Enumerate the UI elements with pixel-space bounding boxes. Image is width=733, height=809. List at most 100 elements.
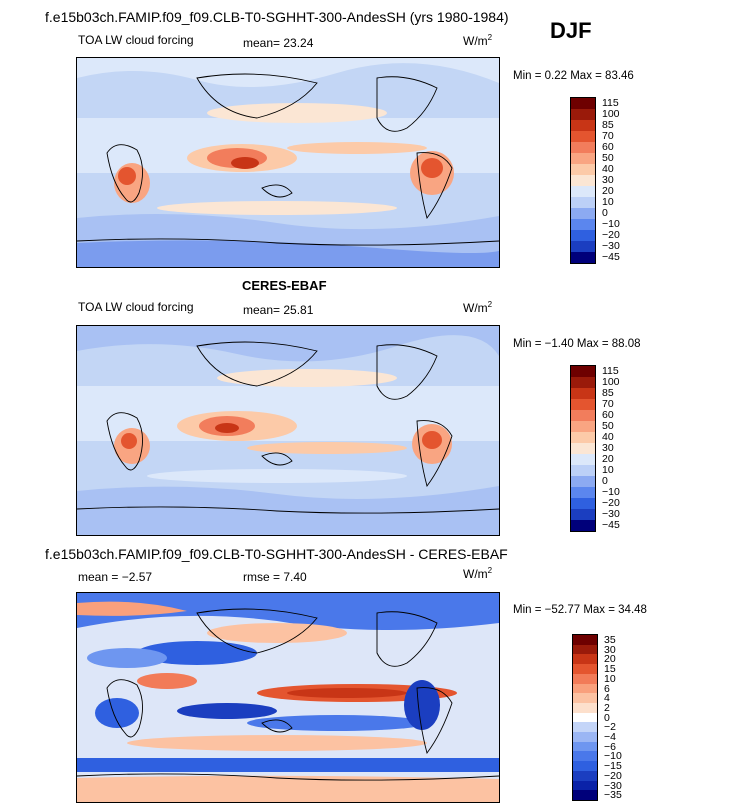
colorbar-swatch	[571, 164, 595, 175]
spcz-band	[247, 442, 407, 454]
colorbar-tick-label: −45	[602, 519, 620, 531]
colorbar-tick-label: 20	[602, 453, 614, 465]
colorbar-tick-label: 85	[602, 119, 614, 131]
maritime-continent-bias	[177, 703, 277, 719]
colorbar-swatch	[573, 790, 597, 800]
europe-bias	[87, 648, 167, 668]
colorbar-swatch	[571, 399, 595, 410]
colorbar-swatch	[571, 465, 595, 476]
colorbar-swatch	[571, 208, 595, 219]
colorbar-swatch	[571, 120, 595, 131]
colorbar-tick-label: 2	[604, 701, 610, 714]
panel1-colorbar-swatches	[571, 98, 595, 263]
colorbar-swatch	[573, 732, 597, 742]
colorbar-tick-label: 115	[602, 365, 619, 377]
colorbar-swatch	[573, 712, 597, 723]
colorbar-swatch	[571, 520, 595, 531]
colorbar-swatch	[571, 476, 595, 487]
colorbar-tick-label: 115	[602, 97, 619, 109]
panel1-colorbar	[570, 97, 596, 264]
north-pacific-storm-track	[207, 103, 387, 123]
warm-pool-core	[215, 423, 239, 433]
colorbar-swatch	[573, 761, 597, 771]
colorbar-tick-label: 20	[602, 185, 614, 197]
colorbar-tick-label: −30	[604, 779, 622, 792]
colorbar-tick-label: 20	[604, 653, 616, 666]
colorbar-swatch	[571, 410, 595, 421]
colorbar-tick-label: 30	[604, 643, 616, 656]
panel2-colorbar-swatches	[571, 366, 595, 531]
colorbar-tick-label: 70	[602, 130, 614, 142]
colorbar-swatch	[571, 388, 595, 399]
panel1-mean: mean= 23.24	[243, 36, 314, 50]
colorbar-tick-label: 70	[602, 398, 614, 410]
warm-pool-core	[231, 157, 259, 169]
panel3-colorbar	[572, 634, 598, 801]
africa-core	[118, 167, 136, 185]
colorbar-tick-label: 10	[602, 464, 614, 476]
colorbar-tick-label: 30	[602, 442, 614, 454]
colorbar-tick-label: 60	[602, 409, 614, 421]
colorbar-swatch	[571, 131, 595, 142]
southern-ocean-bias	[77, 758, 499, 772]
colorbar-swatch	[571, 498, 595, 509]
panel3-units: W/m2	[463, 566, 493, 581]
colorbar-tick-label: 50	[602, 420, 614, 432]
colorbar-swatch	[573, 722, 597, 733]
colorbar-swatch	[573, 644, 597, 655]
panel3-rmse: rmse = 7.40	[243, 570, 307, 584]
colorbar-tick-label: −15	[604, 760, 622, 773]
colorbar-tick-label: −10	[602, 486, 620, 498]
pacific-itcz-core	[287, 688, 407, 698]
colorbar-tick-label: 0	[602, 475, 608, 487]
coastlines	[77, 608, 499, 781]
colorbar-tick-label: 30	[602, 174, 614, 186]
arctic-region	[77, 58, 499, 88]
colorbar-tick-label: 6	[604, 682, 610, 695]
colorbar-tick-label: 4	[604, 692, 610, 705]
colorbar-swatch	[573, 702, 597, 713]
southern-storm-track	[157, 201, 397, 215]
colorbar-swatch	[571, 153, 595, 164]
north-pacific-bias	[207, 623, 347, 643]
colorbar-swatch	[573, 683, 597, 694]
colorbar-tick-label: 60	[602, 141, 614, 153]
colorbar-tick-label: −20	[602, 229, 620, 241]
arctic-bias	[77, 593, 499, 631]
colorbar-tick-label: 40	[602, 163, 614, 175]
colorbar-swatch	[571, 219, 595, 230]
colorbar-tick-label: 15	[604, 663, 616, 676]
colorbar-swatch	[571, 109, 595, 120]
colorbar-swatch	[571, 186, 595, 197]
colorbar-tick-label: 10	[604, 672, 616, 685]
season-label: DJF	[550, 18, 592, 43]
arctic-region	[77, 326, 499, 362]
colorbar-tick-label: −10	[604, 750, 622, 763]
main-title: f.e15b03ch.FAMIP.f09_f09.CLB-T0-SGHHT-30…	[45, 9, 509, 25]
spcz-bias	[247, 715, 427, 731]
indian-ocean-bias	[137, 673, 197, 689]
colorbar-swatch	[571, 454, 595, 465]
colorbar-swatch	[573, 741, 597, 752]
antarctic-bias	[77, 775, 499, 802]
panel2-minmax: Min = −1.40 Max = 88.08	[513, 338, 641, 350]
amazon-core	[421, 158, 443, 178]
colorbar-tick-label: 85	[602, 387, 614, 399]
colorbar-swatch	[571, 142, 595, 153]
colorbar-tick-label: −4	[604, 731, 616, 744]
coastlines	[77, 341, 499, 514]
panel1-map-svg	[77, 58, 499, 267]
panel1-map	[76, 57, 500, 268]
colorbar-swatch	[573, 770, 597, 781]
colorbar-tick-label: −30	[602, 240, 620, 252]
colorbar-tick-label: 40	[602, 431, 614, 443]
africa-bias	[95, 698, 139, 728]
itcz-band	[287, 142, 427, 154]
panel2-units: W/m2	[463, 300, 493, 315]
colorbar-tick-label: 10	[602, 196, 614, 208]
coastlines	[77, 73, 499, 246]
colorbar-swatch	[571, 197, 595, 208]
colorbar-tick-label: −20	[604, 769, 622, 782]
panel2-map	[76, 325, 500, 536]
colorbar-swatch	[571, 487, 595, 498]
